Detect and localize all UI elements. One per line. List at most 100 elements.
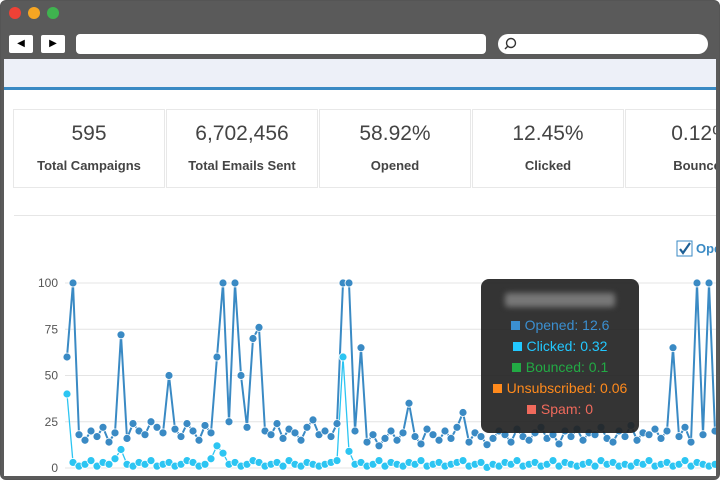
minimize-button[interactable] (28, 7, 40, 19)
stat-card: 6,702,456 Total Emails Sent (166, 109, 318, 188)
data-point (398, 428, 408, 438)
data-point (140, 430, 150, 440)
stat-label: Clicked (524, 158, 572, 173)
data-point (578, 435, 588, 445)
data-point (272, 419, 282, 429)
stat-card: 58.92% Opened (319, 109, 471, 188)
y-tick-label: 75 (45, 322, 59, 336)
data-point (416, 456, 426, 466)
tooltip-item: Clicked: 0.32 (481, 338, 639, 359)
data-point (680, 456, 690, 466)
data-point (212, 352, 222, 362)
data-point (446, 433, 456, 443)
data-point (332, 456, 342, 466)
stat-card: 0.12% Bounced (625, 109, 716, 188)
tooltip-text: Spam: 0 (540, 401, 594, 417)
close-button[interactable] (9, 7, 21, 19)
data-point (104, 437, 114, 447)
tooltip-text: Clicked: 0.32 (526, 338, 608, 354)
data-point (710, 426, 716, 436)
data-point (152, 422, 162, 432)
page-content: 595 Total Campaigns 6,702,456 Total Emails … (4, 59, 716, 476)
data-point (242, 422, 252, 432)
tooltip-item: Spam: 0 (481, 401, 639, 422)
data-point (224, 417, 234, 427)
data-point (374, 456, 384, 466)
legend-label: Opened (696, 241, 716, 256)
data-point (344, 446, 354, 456)
data-point (74, 430, 84, 440)
data-point (674, 432, 684, 441)
stat-card: 12.45% Clicked (472, 109, 624, 188)
data-point (350, 426, 360, 436)
data-point (440, 426, 450, 436)
y-tick-label: 50 (45, 369, 59, 383)
data-point (296, 435, 306, 445)
data-point (110, 428, 120, 438)
data-point (86, 426, 96, 436)
address-bar[interactable] (76, 34, 486, 54)
back-button[interactable]: ◀ (9, 35, 33, 53)
data-point (116, 330, 126, 340)
data-point (98, 422, 108, 432)
tooltip-text: Unsubscribed: 0.06 (506, 380, 628, 396)
tooltip-title-blurred (505, 293, 615, 307)
data-point (206, 428, 216, 438)
data-point (428, 430, 438, 440)
data-point (278, 433, 288, 443)
data-point (122, 433, 132, 443)
data-point (698, 430, 708, 440)
stat-value: 12.45% (512, 122, 584, 145)
stat-value: 6,702,456 (195, 122, 289, 145)
stat-card: 595 Total Campaigns (13, 109, 165, 188)
y-tick-label: 0 (51, 461, 58, 475)
data-point (668, 343, 678, 353)
data-point (254, 322, 264, 332)
data-point (392, 435, 402, 445)
maximize-button[interactable] (47, 7, 59, 19)
data-point (710, 459, 716, 469)
data-point (200, 421, 210, 430)
data-point (218, 278, 228, 288)
tooltip-item: Opened: 12.6 (481, 317, 639, 338)
data-point (116, 445, 126, 454)
data-point (338, 352, 348, 362)
data-point (248, 334, 258, 343)
search-bar[interactable] (498, 34, 708, 54)
data-point (356, 343, 366, 353)
data-point (104, 459, 114, 469)
stat-label: Opened (370, 158, 420, 173)
data-point (548, 456, 558, 466)
data-point (320, 426, 330, 436)
data-point (650, 424, 660, 434)
data-point (62, 389, 72, 399)
data-point (278, 461, 288, 471)
data-point (410, 432, 420, 441)
stat-label: Total Campaigns (37, 158, 141, 173)
data-point (236, 371, 246, 380)
data-point (704, 278, 714, 288)
data-point (644, 456, 654, 466)
tooltip-swatch (492, 384, 502, 393)
data-point (590, 461, 600, 471)
header-bar (4, 59, 716, 90)
tooltip: Opened: 12.6 Clicked: 0.32 Bounced: 0.1 Uns… (481, 279, 639, 433)
data-point (146, 417, 156, 427)
data-point (476, 432, 486, 441)
stat-value: 595 (71, 122, 107, 145)
data-point (68, 278, 78, 288)
tooltip-swatch (526, 405, 536, 414)
data-point (512, 456, 522, 466)
forward-button[interactable]: ▶ (41, 35, 65, 53)
data-point (212, 441, 222, 451)
data-point (290, 428, 300, 438)
y-tick-label: 100 (38, 276, 58, 290)
data-point (476, 458, 486, 467)
data-point (458, 408, 468, 417)
data-point (680, 422, 690, 432)
data-point (374, 441, 384, 451)
stat-label: Total Emails Sent (188, 158, 296, 173)
data-point (128, 419, 138, 429)
data-point (230, 278, 240, 288)
